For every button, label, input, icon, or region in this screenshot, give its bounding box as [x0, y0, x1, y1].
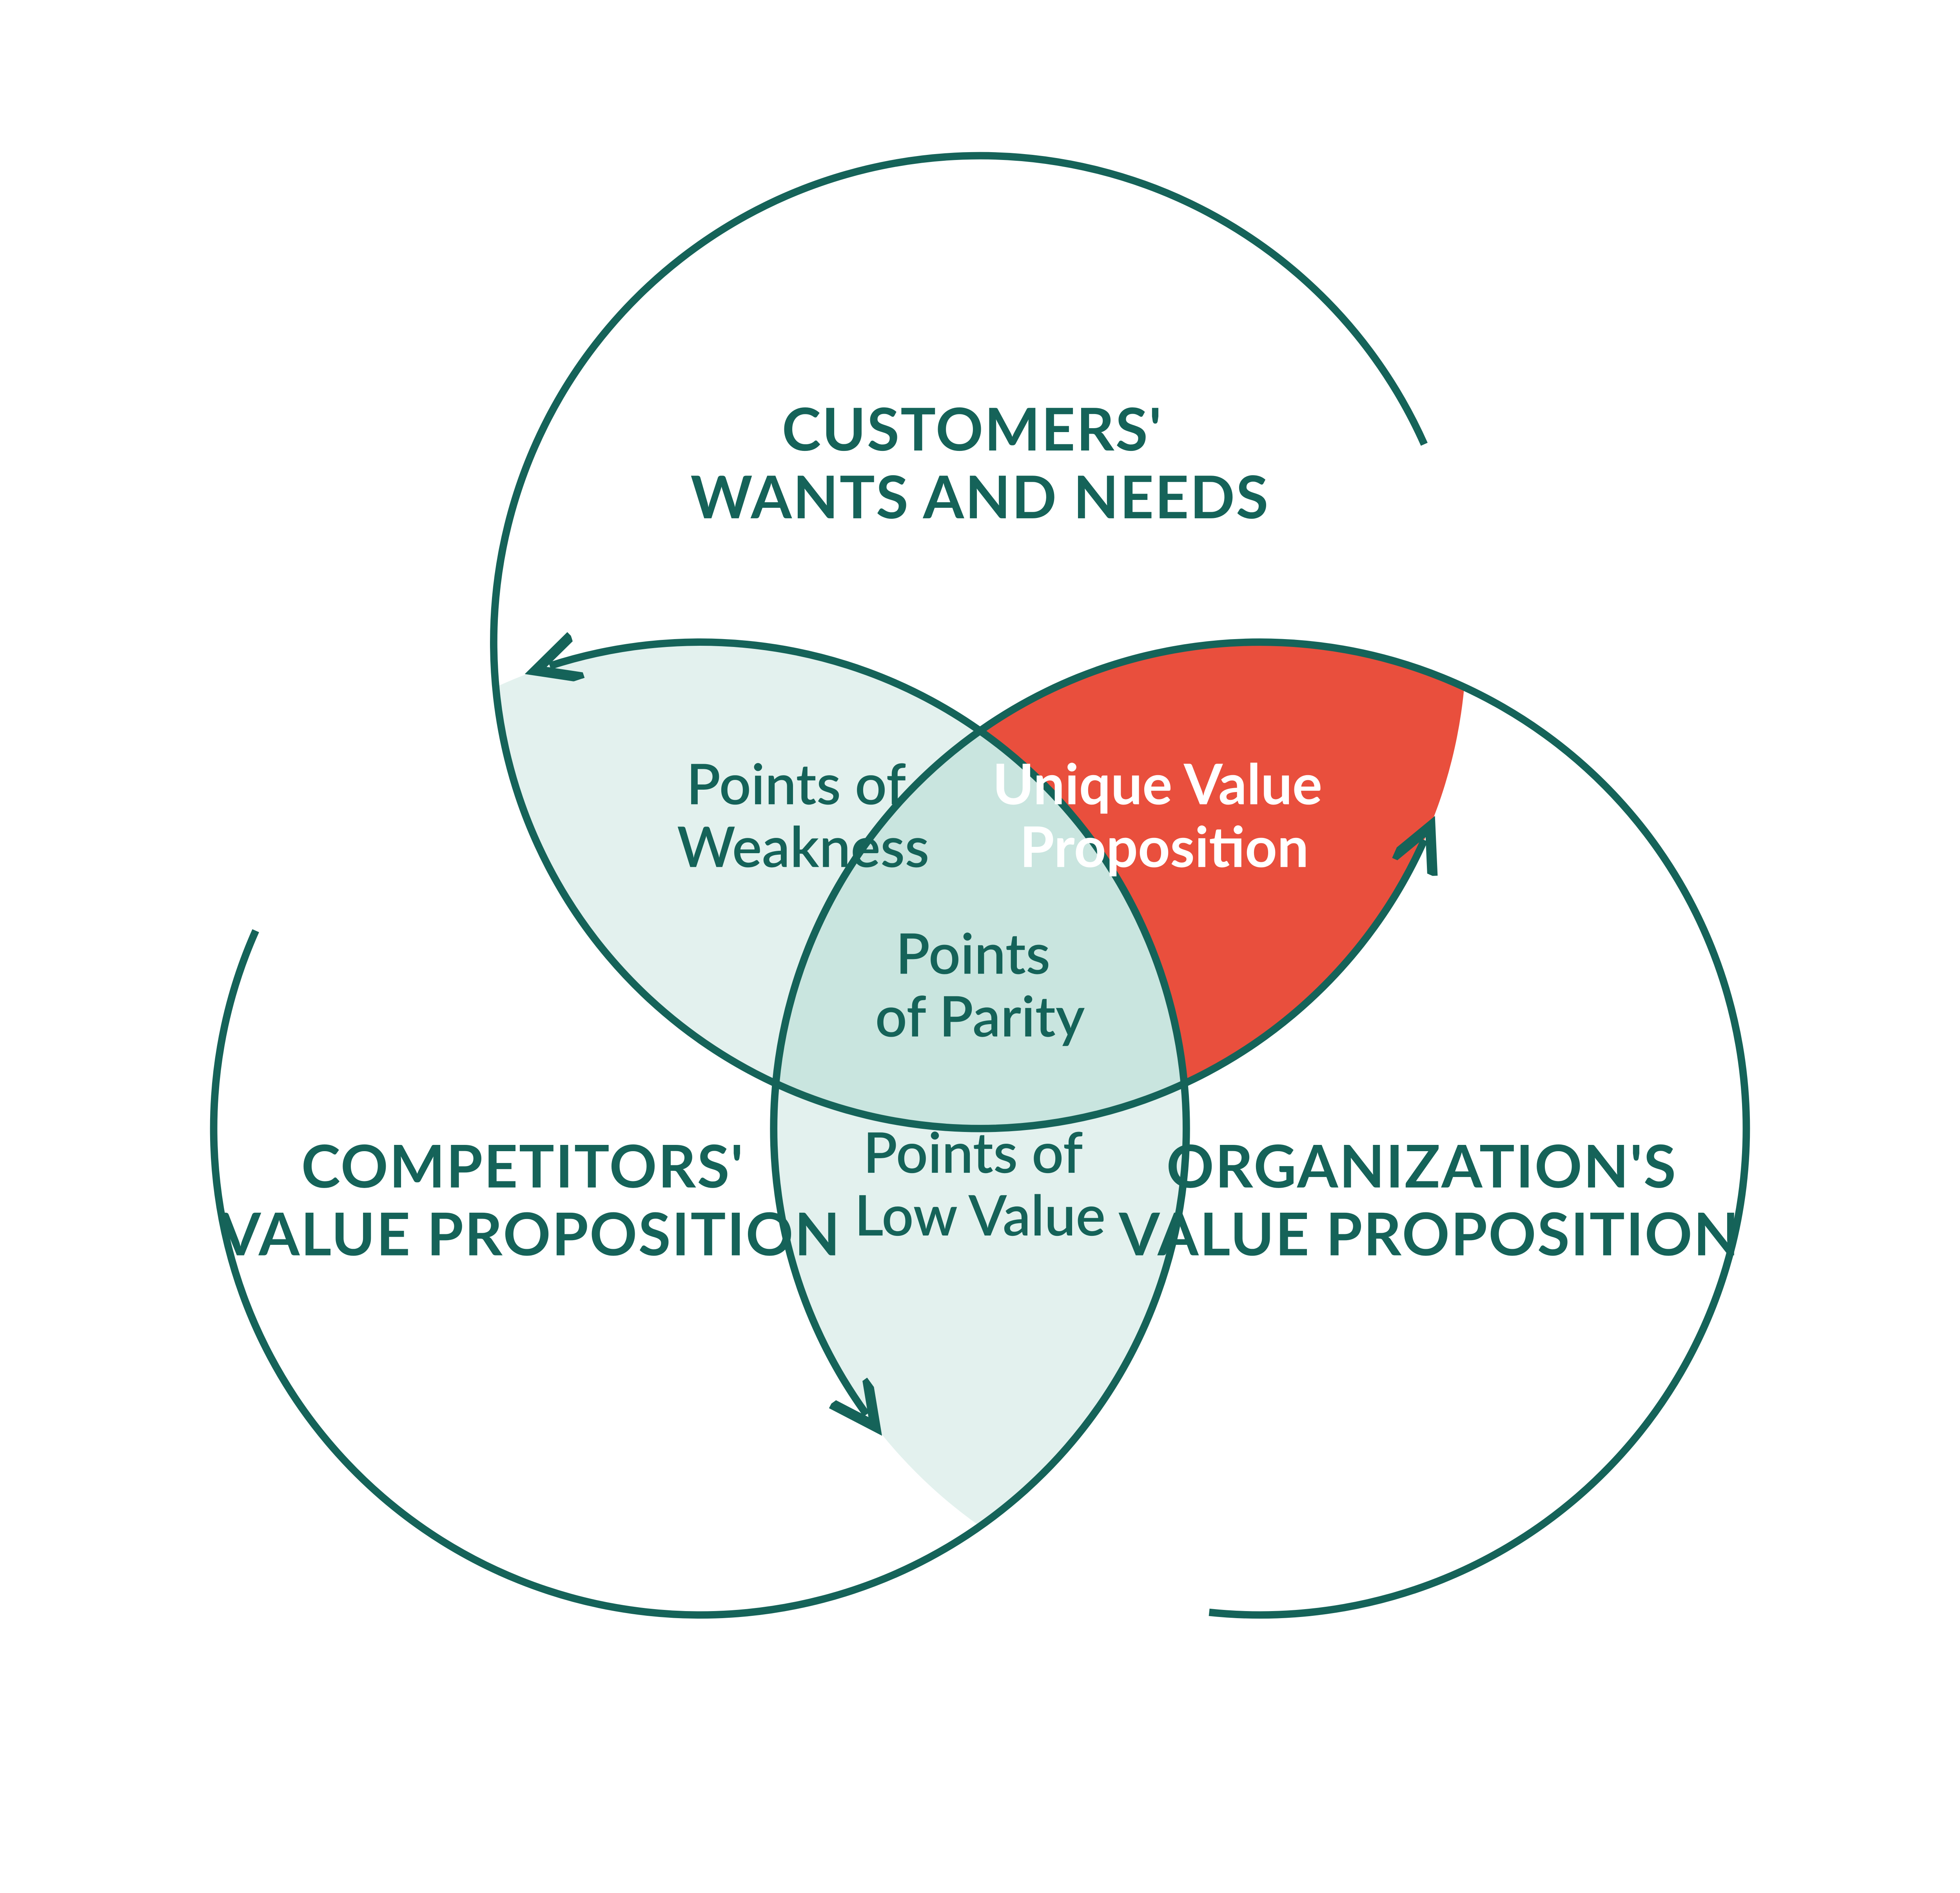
label-parity: Points of Parity [875, 919, 1085, 1049]
label-weakness: Points of Weakness [677, 749, 929, 879]
venn-diagram: CUSTOMERS' WANTS AND NEEDS COMPETITORS' … [0, 0, 1960, 1893]
label-competitors: COMPETITORS' VALUE PROPOSITION [220, 1130, 841, 1268]
label-customers: CUSTOMERS' WANTS AND NEEDS [691, 393, 1270, 531]
label-low-value: Points of Low Value [855, 1118, 1105, 1248]
label-organization: ORGANIZATION'S VALUE PROPOSITION [1118, 1130, 1740, 1268]
label-uvp: Unique Value Proposition [993, 749, 1336, 879]
